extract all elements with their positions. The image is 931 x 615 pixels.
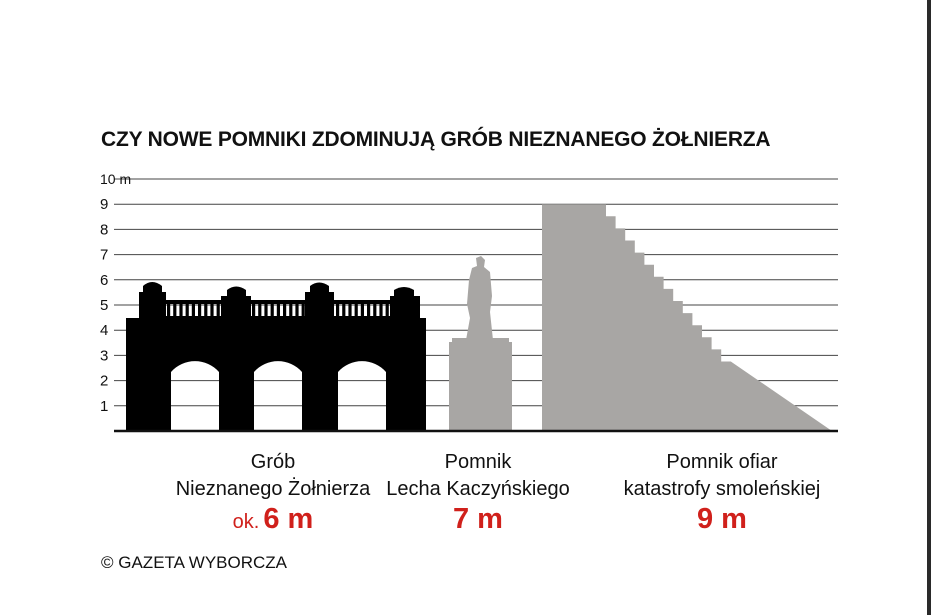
baluster <box>373 303 377 317</box>
baluster <box>348 303 352 317</box>
value-label-prefix: ok. <box>232 511 260 533</box>
baluster <box>360 303 364 317</box>
baluster <box>264 303 268 317</box>
baluster <box>216 303 220 317</box>
bar-tomb-silhouette <box>126 282 426 431</box>
y-tick-label: 10 m <box>100 171 131 187</box>
baluster <box>204 303 208 317</box>
y-tick-label: 5 <box>100 297 108 314</box>
value-label-text: 9 m <box>697 503 747 535</box>
baluster <box>283 303 287 317</box>
value-label-text: 6 m <box>263 503 314 535</box>
baluster <box>173 303 177 317</box>
baluster <box>167 303 171 317</box>
y-tick-label: 9 <box>100 196 108 213</box>
chart-title: CZY NOWE POMNIKI ZDOMINUJĄ GRÓB NIEZNANE… <box>101 128 771 151</box>
baluster <box>276 303 280 317</box>
baluster <box>198 303 202 317</box>
baluster <box>385 303 389 317</box>
baluster <box>185 303 189 317</box>
smolensk-stepped-shape <box>542 204 832 431</box>
value-label-tomb: ok. 6 m <box>123 503 423 536</box>
baluster <box>301 303 305 317</box>
baluster <box>295 303 299 317</box>
category-label-lech-kaczynski: Pomnik Lecha Kaczyńskiego <box>386 451 570 500</box>
y-tick-label: 2 <box>100 373 108 390</box>
value-label-lech-kaczynski: 7 m <box>328 503 628 536</box>
baluster <box>367 303 371 317</box>
y-tick-label: 6 <box>100 272 108 289</box>
y-tick-label: 1 <box>100 398 108 415</box>
baluster <box>258 303 262 317</box>
credit-text: © GAZETA WYBORCZA <box>101 553 288 572</box>
frame-border <box>927 0 931 615</box>
bar-lech-kaczynski-monument <box>449 256 512 431</box>
baluster <box>252 303 256 317</box>
baluster <box>191 303 195 317</box>
baluster <box>342 303 346 317</box>
baluster <box>179 303 183 317</box>
baluster <box>336 303 340 317</box>
baluster <box>379 303 383 317</box>
value-label-smolensk: 9 m <box>572 503 872 536</box>
y-tick-label: 7 <box>100 247 108 264</box>
y-tick-label: 3 <box>100 347 108 364</box>
baluster <box>270 303 274 317</box>
category-label-smolensk: Pomnik ofiar katastrofy smoleńskiej <box>623 451 821 500</box>
value-label-text: 7 m <box>453 503 503 535</box>
baluster <box>354 303 358 317</box>
baluster <box>289 303 293 317</box>
y-tick-labels: 1 2 3 4 5 6 7 8 9 10 m <box>100 171 131 415</box>
baluster <box>210 303 214 317</box>
y-tick-label: 4 <box>100 322 108 339</box>
y-tick-label: 8 <box>100 221 108 238</box>
category-label-tomb: Grób Nieznanego Żołnierza <box>175 451 371 500</box>
bar-smolensk-monument <box>542 204 832 431</box>
